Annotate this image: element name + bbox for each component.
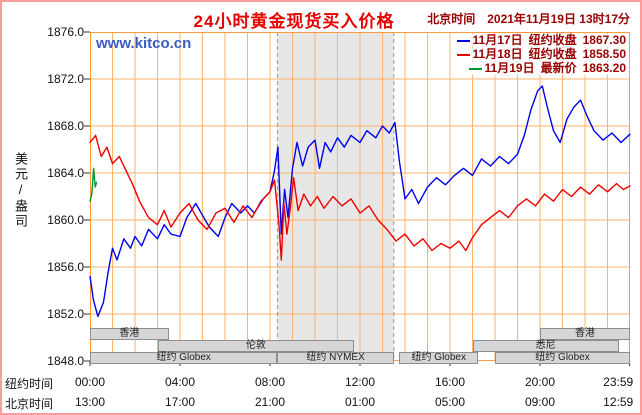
legend-line-swatch <box>456 53 470 56</box>
y-axis-tick-label: 1876.0 <box>47 25 84 39</box>
legend-value: 1867.30 <box>582 33 626 47</box>
session-bar-hk-right: 香港 <box>540 328 630 340</box>
x-axis-tick-label: 04:00 <box>164 375 196 389</box>
legend-value: 1863.20 <box>582 61 626 75</box>
beijing-time-value: 2021年11月19日 13时17分 <box>487 12 630 26</box>
session-bar-nymex: 纽约 NYMEX <box>277 352 394 364</box>
session-bar-globex-late: 纽约 Globex <box>495 352 630 364</box>
price-chart-plot <box>84 31 631 366</box>
x-axis-tick-label: 12:59 <box>603 395 634 409</box>
y-axis-tick-label: 1856.0 <box>47 260 84 274</box>
y-axis-tick-label: 1848.0 <box>47 354 84 368</box>
legend-label: 纽约收盘 <box>528 47 577 61</box>
y-axis-title: 美元/盎司 <box>13 152 28 229</box>
x-axis-tick-label: 09:00 <box>524 395 556 409</box>
legend-line-swatch <box>456 39 470 42</box>
beijing-time-label: 北京时间 <box>427 12 476 26</box>
y-axis-tick-label: 1860.0 <box>47 213 84 227</box>
x-axis-tick-label: 12:00 <box>344 375 376 389</box>
legend-label: 最新价 <box>540 61 577 75</box>
x-axis-tick-label: 05:00 <box>434 395 466 409</box>
legend-item: 11月18日 纽约收盘 1858.50 <box>455 47 627 61</box>
legend-line-swatch <box>468 67 482 70</box>
session-bar-sydney: 悉尼 <box>472 340 619 352</box>
legend-value: 1858.50 <box>582 47 626 61</box>
x-axis-tick-label: 01:00 <box>344 395 376 409</box>
session-bar-hk-left: 香港 <box>90 328 169 340</box>
legend-label: 纽约收盘 <box>528 33 577 47</box>
session-bar-london: 伦敦 <box>157 340 355 352</box>
x-axis-tick-label: 16:00 <box>434 375 466 389</box>
y-axis-tick-label: 1864.0 <box>47 166 84 180</box>
x-axis-newyork-label: 纽约时间 <box>5 377 54 391</box>
x-axis-beijing-label: 北京时间 <box>5 397 54 411</box>
x-axis-tick-label: 17:00 <box>164 395 196 409</box>
beijing-time-note: 北京时间 2021年11月19日 13时17分 <box>427 10 630 27</box>
session-bar-globex-mid: 纽约 Globex <box>399 352 479 364</box>
x-axis-tick-label: 08:00 <box>254 375 286 389</box>
legend-item: 11月17日 纽约收盘 1867.30 <box>455 33 627 47</box>
session-bar-globex-early: 纽约 Globex <box>90 352 278 364</box>
x-axis-tick-label: 21:00 <box>254 395 286 409</box>
legend-date: 11月17日 <box>472 33 523 47</box>
chart-legend: 11月17日 纽约收盘 1867.30 11月18日 纽约收盘 1858.50 11月19日… <box>455 33 627 75</box>
legend-item: 11月19日 最新价 1863.20 <box>467 61 627 75</box>
legend-date: 11月19日 <box>484 61 535 75</box>
y-axis-tick-label: 1872.0 <box>47 72 84 86</box>
legend-date: 11月18日 <box>472 47 523 61</box>
y-axis-tick-label: 1852.0 <box>47 307 84 321</box>
kitco-watermark-link[interactable]: www.kitco.cn <box>96 35 192 52</box>
x-axis-tick-label: 00:00 <box>74 375 106 389</box>
x-axis-tick-label: 13:00 <box>74 395 106 409</box>
x-axis-tick-label: 23:59 <box>603 375 634 389</box>
y-axis-tick-label: 1868.0 <box>47 119 84 133</box>
x-axis-tick-label: 20:00 <box>524 375 556 389</box>
page-title: 24小时黄金现货买入价格 <box>193 12 395 31</box>
